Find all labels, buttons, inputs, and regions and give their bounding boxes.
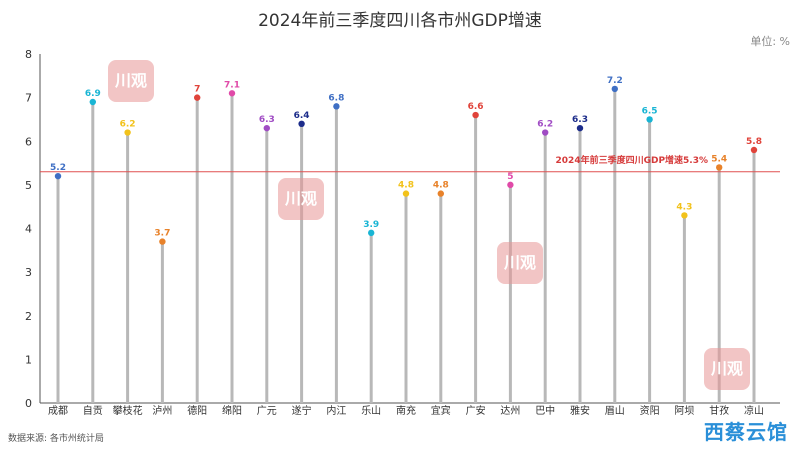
lollipop-dot [298,120,305,128]
value-label: 6.9 [85,89,101,99]
lollipop-dot [472,111,479,119]
lollipop-dot [54,172,62,180]
value-label: 3.7 [154,229,170,239]
value-label: 7.2 [607,76,623,86]
category-label: 攀枝花 [113,404,143,417]
category-label: 绵阳 [222,404,242,417]
lollipop-dot [124,129,131,136]
y-tick-label: 0 [25,397,32,410]
dot-layer: 5.2 6.9 6.2 3.7 7 7.1 6.3 6.4 6.8 3.9 4.8 4.8 6.6 5 6.… [50,76,762,245]
axis-layer: 0 1 2 3 4 5 6 7 8 成都 自贡 攀枝花 泸州 德阳 绵阳 广元 遂宁 内江 乐山 南充 宜宾 广安 达州 巴中… [25,48,780,417]
lollipop-dot [542,129,549,136]
lollipop-dot [750,146,758,154]
category-label: 凉山 [744,404,764,417]
lollipop-dot [437,190,444,197]
value-label: 6.8 [328,93,344,103]
category-label: 宜宾 [431,404,451,417]
value-label: 4.8 [433,181,449,191]
lollipop-dot [89,98,97,106]
category-label: 资阳 [640,405,660,417]
category-label: 自贡 [83,404,103,417]
watermark-logo: 川观 [704,348,750,390]
lollipop-dot [263,124,270,132]
y-tick-label: 5 [25,179,32,192]
watermark-logo: 川观 [497,242,543,284]
category-label: 遂宁 [292,404,312,417]
y-tick-label: 2 [25,310,32,323]
brand-logo: 西蔡云馆 [704,420,788,444]
category-label: 泸州 [152,405,172,417]
category-label: 乐山 [361,405,381,417]
lollipop-dot [402,190,410,197]
value-label: 7.1 [224,80,240,90]
lollipop-dot [716,164,723,171]
category-label: 成都 [48,405,68,417]
category-label: 南充 [396,404,416,417]
y-tick-label: 6 [25,135,32,148]
value-label: 6.2 [120,120,136,130]
lollipop-dot [333,103,340,110]
value-label: 6.4 [294,111,310,121]
y-tick-label: 7 [25,92,32,105]
y-tick-label: 4 [25,223,32,236]
lollipop-dot [368,229,375,237]
value-label: 6.2 [537,120,553,130]
lollipop-dot [159,238,166,245]
reference-label: 2024年前三季度四川GDP增速5.3% [556,154,708,166]
y-tick-label: 8 [25,48,32,61]
value-label: 6.6 [468,102,484,112]
lollipop-dot [507,181,514,189]
value-label: 7 [194,85,200,95]
category-label: 广安 [466,404,486,417]
data-source: 数据来源: 各市州统计局 [8,434,104,444]
category-label: 内江 [326,404,346,417]
watermark-logo: 川观 [108,60,154,102]
unit-label: 单位: % [750,35,790,48]
category-label: 雅安 [570,404,590,417]
category-label: 阿坝 [674,405,694,417]
category-label: 甘孜 [709,404,729,417]
lollipop-dot [194,94,201,101]
lollipop-dot [611,85,618,93]
reference-layer: 2024年前三季度四川GDP增速5.3% [40,154,780,173]
value-label: 5.2 [50,163,66,173]
chart-title: 2024年前三季度四川各市州GDP增速 [258,11,542,31]
value-label: 4.8 [398,181,414,191]
y-tick-label: 1 [25,353,32,366]
lollipop-dot [646,116,653,123]
lollipop-dot [228,90,236,97]
value-label: 3.9 [363,220,379,230]
y-tick-label: 3 [25,266,32,279]
value-label: 6.5 [642,106,658,116]
value-label: 5.8 [746,137,762,147]
category-label: 广元 [257,405,277,417]
value-label: 6.3 [259,115,275,125]
category-label: 眉山 [605,405,625,417]
value-label: 6.3 [572,115,588,125]
category-label: 巴中 [535,404,555,417]
watermark-logo: 川观 [278,178,324,220]
value-label: 4.3 [676,202,692,212]
value-label: 5.4 [711,154,727,164]
value-label: 5 [507,172,513,182]
lollipop-dot [576,124,584,132]
category-label: 德阳 [187,404,207,417]
category-label: 达州 [500,405,520,417]
lollipop-dot [681,212,688,219]
stem-layer [56,88,756,403]
